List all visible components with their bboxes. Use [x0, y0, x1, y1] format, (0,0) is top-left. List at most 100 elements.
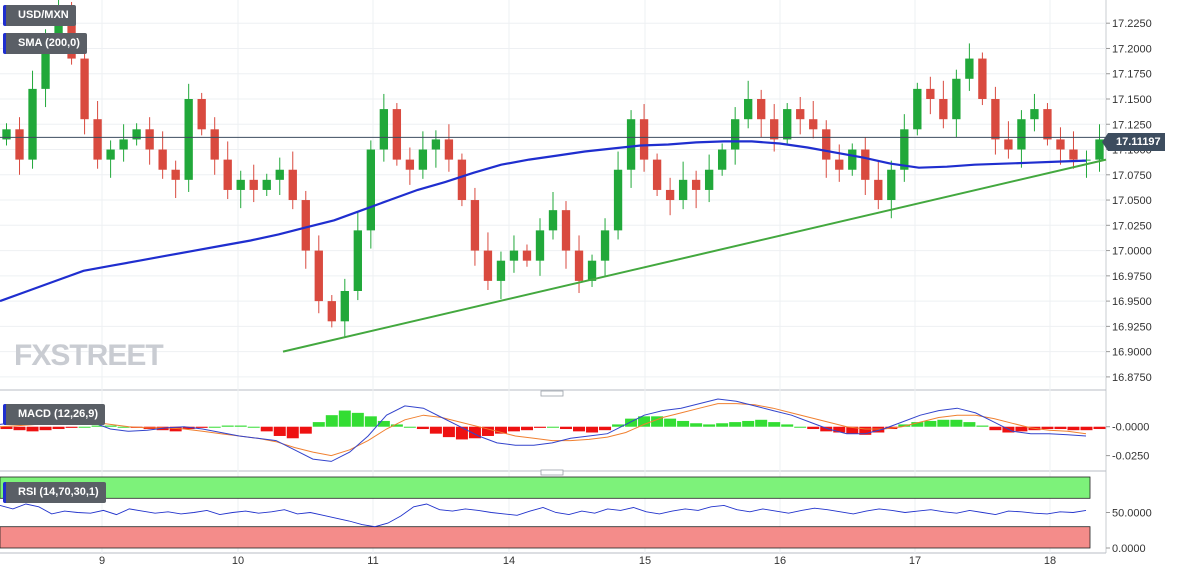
axes: 9 10 11 14 15 16 17 18 17.2250 17.2000 17.1750 17.1… — [99, 18, 1152, 567]
macd-histogram-bar — [651, 416, 664, 427]
macd-histogram-bar — [494, 426, 507, 434]
rsi-oversold-zone — [0, 526, 1091, 549]
macd-histogram-bar — [820, 426, 833, 432]
candle-body — [770, 119, 779, 140]
legend-rsi[interactable]: RSI (14,70,30,1) — [3, 482, 106, 503]
macd-histogram-bar — [312, 422, 325, 427]
macd-histogram-bar — [377, 420, 390, 427]
macd-histogram-bar — [455, 426, 468, 440]
x-tick-label: 17 — [909, 555, 921, 567]
candle-body — [978, 58, 987, 99]
macd-histogram-bar — [859, 426, 872, 435]
macd-histogram-bar — [390, 424, 403, 427]
macd-histogram-bar — [690, 423, 703, 427]
legend-macd[interactable]: MACD (12,26,9) — [3, 404, 106, 425]
macd-histogram-bar — [729, 422, 742, 427]
candle-body — [952, 78, 961, 120]
macd-histogram-bar — [1067, 426, 1080, 431]
macd-histogram-bar — [1041, 426, 1054, 430]
candle-body — [613, 169, 623, 231]
candle-body — [483, 250, 493, 281]
y-tick-label: 17.1750 — [1112, 69, 1152, 81]
candle-body — [848, 149, 857, 170]
macd-histogram-bar — [351, 412, 364, 427]
candle-body — [93, 119, 102, 160]
candle-body — [600, 230, 610, 261]
macd-histogram-bar — [208, 426, 221, 428]
macd-histogram-bar — [481, 426, 494, 436]
macd-histogram-bar — [872, 426, 885, 433]
candle-body — [900, 129, 909, 170]
macd-histogram-bar — [599, 426, 612, 431]
y-tick-label: 16.9500 — [1112, 296, 1152, 308]
candle-body — [1004, 139, 1013, 150]
candle-body — [1030, 109, 1039, 120]
candle-body — [80, 58, 89, 120]
candle-body — [431, 139, 441, 150]
rsi-panel — [0, 476, 1091, 549]
candle-body — [223, 159, 232, 190]
macd-histogram-bar — [520, 426, 533, 431]
macd-histogram-bar — [403, 426, 416, 428]
macd-histogram-bar — [742, 420, 755, 427]
x-tick-label: 18 — [1044, 555, 1056, 567]
y-tick-label: 17.1250 — [1112, 119, 1152, 131]
macd-histogram-bar — [104, 425, 117, 427]
macd-histogram-bar — [429, 426, 442, 434]
macd-histogram-bar — [117, 426, 130, 428]
legend-sma[interactable]: SMA (200,0) — [3, 33, 87, 54]
macd-histogram-bar — [573, 426, 586, 432]
x-tick-label: 15 — [639, 555, 651, 567]
macd-histogram-bar — [625, 418, 638, 427]
candle-body — [418, 149, 428, 170]
macd-histogram-bar — [937, 419, 950, 427]
x-tick-label: 10 — [232, 555, 244, 567]
candle-body — [822, 129, 831, 160]
macd-histogram-bar — [325, 415, 338, 427]
macd-histogram-bar — [833, 426, 846, 433]
macd-histogram-bar — [286, 426, 299, 439]
candle-body — [522, 250, 532, 261]
candle-body — [783, 109, 792, 140]
candle-body — [626, 119, 636, 170]
candle-body — [301, 200, 310, 251]
candle-body — [262, 179, 271, 190]
macd-histogram-bar — [1080, 426, 1093, 431]
candle-body — [379, 109, 389, 150]
candle-body — [1017, 119, 1026, 150]
candle-body — [132, 129, 141, 140]
macd-histogram-bar — [703, 424, 716, 427]
candle-body — [314, 250, 323, 302]
macd-y-tick-label: -0.0250 — [1112, 451, 1149, 463]
macd-histogram-bar — [338, 410, 351, 427]
candle-body — [145, 129, 154, 150]
macd-histogram-bar — [507, 426, 520, 432]
candle-body — [210, 129, 219, 160]
macd-histogram-bar — [781, 424, 794, 427]
candle-body — [1056, 139, 1065, 150]
macd-histogram-bar — [1054, 426, 1067, 430]
y-tick-label: 17.0500 — [1112, 195, 1152, 207]
rsi-overbought-zone — [0, 476, 1091, 499]
candle-body — [2, 129, 11, 140]
candle-body — [171, 169, 180, 180]
macd-histogram-bar — [794, 426, 807, 428]
macd-histogram-bar — [247, 426, 260, 428]
candle-body — [665, 189, 675, 201]
y-tick-label: 17.0000 — [1112, 246, 1152, 258]
candle-body — [457, 159, 467, 201]
candle-body — [1095, 139, 1104, 160]
panel-resize-handle — [540, 469, 564, 476]
macd-histogram-bar — [91, 425, 104, 427]
macd-signal-line — [0, 403, 1087, 457]
candle-body — [1069, 149, 1078, 160]
legend-symbol[interactable]: USD/MXN — [3, 5, 76, 26]
candle-body — [288, 169, 297, 201]
macd-histogram-bar — [976, 425, 989, 427]
candle-body — [236, 179, 245, 190]
candle-body — [496, 260, 506, 281]
candle-body — [353, 230, 362, 291]
candle-body — [874, 179, 883, 201]
candle-body — [587, 260, 597, 281]
x-tick-label: 16 — [774, 555, 786, 567]
